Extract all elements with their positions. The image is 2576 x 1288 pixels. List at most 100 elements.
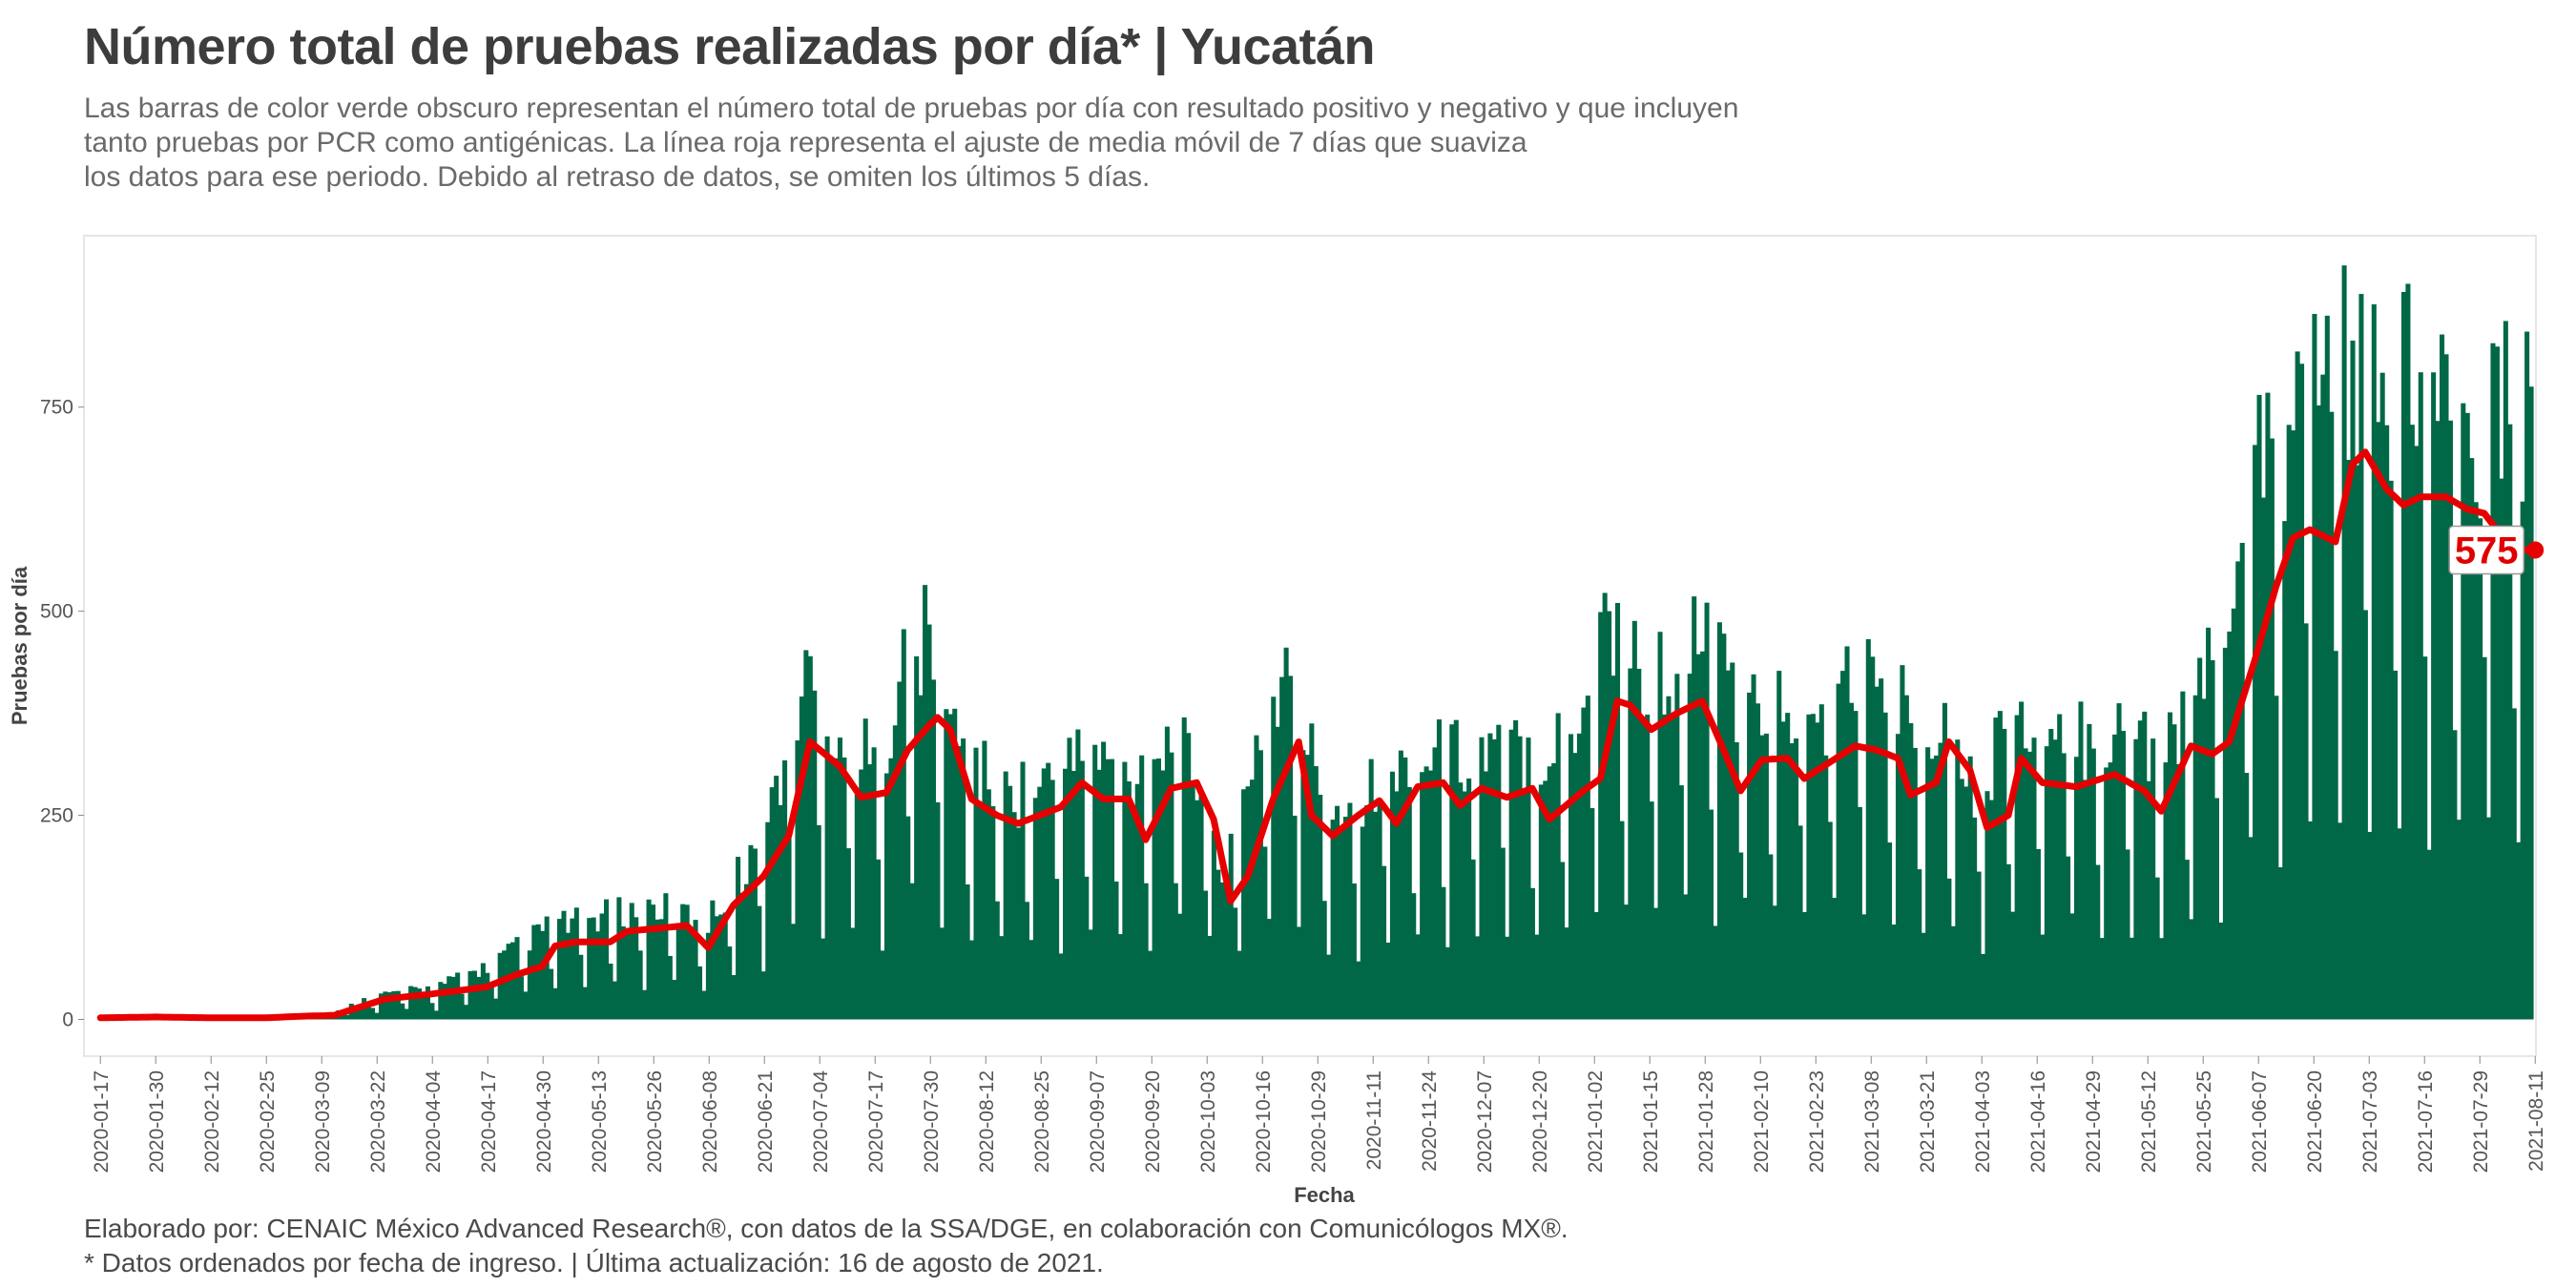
bar bbox=[1505, 936, 1510, 1020]
bar bbox=[1874, 686, 1880, 1020]
bar bbox=[1551, 762, 1557, 1020]
axis-layer: 0 250 500 750 2020-01-17 2020-01-30 2020-02-12… bbox=[40, 397, 2547, 1174]
bar bbox=[1049, 779, 1055, 1020]
bar bbox=[2511, 708, 2517, 1020]
bar bbox=[1882, 712, 1888, 1020]
bar bbox=[1195, 800, 1200, 1020]
bar bbox=[918, 695, 924, 1020]
x-tick-label: 2020-10-16 bbox=[1253, 1070, 1275, 1173]
bar bbox=[969, 940, 975, 1020]
bar bbox=[833, 758, 839, 1020]
bar bbox=[1139, 755, 1145, 1020]
bar bbox=[1967, 756, 1973, 1020]
bar bbox=[1487, 733, 1493, 1020]
bar bbox=[2192, 695, 2198, 1020]
bar bbox=[977, 803, 983, 1020]
bar bbox=[795, 740, 800, 1020]
bar bbox=[1700, 651, 1706, 1020]
bar bbox=[2159, 938, 2165, 1020]
bar bbox=[365, 1001, 371, 1020]
bar bbox=[2507, 424, 2513, 1020]
bar bbox=[1988, 800, 1994, 1020]
bar bbox=[1797, 825, 1803, 1020]
bar bbox=[2218, 922, 2224, 1020]
bar bbox=[1479, 737, 1485, 1020]
bar bbox=[1160, 770, 1166, 1020]
bar bbox=[464, 1005, 469, 1020]
bar bbox=[1411, 893, 1417, 1020]
bar bbox=[2027, 751, 2033, 1020]
bar bbox=[552, 987, 558, 1020]
bar bbox=[1453, 719, 1459, 1020]
bar bbox=[578, 954, 584, 1020]
bar bbox=[1241, 789, 1247, 1020]
bar bbox=[1257, 750, 1263, 1020]
bar bbox=[952, 708, 958, 1020]
bar bbox=[2248, 837, 2254, 1020]
bar bbox=[544, 916, 550, 1020]
bar bbox=[1423, 766, 1429, 1020]
bar bbox=[591, 917, 596, 1020]
bar bbox=[1470, 859, 1476, 1020]
bar bbox=[1895, 734, 1901, 1020]
bar bbox=[1929, 758, 1935, 1020]
bar bbox=[2358, 294, 2364, 1020]
bar bbox=[1063, 768, 1069, 1020]
bar bbox=[1262, 846, 1268, 1020]
bar bbox=[961, 738, 966, 1020]
x-tick-label: 2020-09-20 bbox=[1142, 1070, 1164, 1173]
bar bbox=[1342, 817, 1348, 1020]
bar bbox=[2316, 405, 2321, 1020]
bar bbox=[1313, 766, 1319, 1020]
bar bbox=[1925, 747, 1931, 1020]
y-tick-label: 750 bbox=[40, 397, 73, 419]
bar bbox=[374, 1012, 380, 1020]
bar bbox=[1522, 792, 1527, 1020]
x-tick-label: 2021-01-28 bbox=[1695, 1070, 1717, 1173]
bar bbox=[693, 920, 698, 1020]
x-tick-label: 2021-01-02 bbox=[1585, 1070, 1607, 1173]
bar bbox=[2035, 848, 2041, 1020]
bar bbox=[1857, 806, 1862, 1020]
bar bbox=[1236, 950, 1242, 1020]
bar bbox=[1763, 733, 1769, 1020]
bar bbox=[667, 955, 673, 1020]
bar bbox=[1789, 743, 1795, 1020]
bar bbox=[1181, 717, 1187, 1020]
bar bbox=[2189, 919, 2194, 1020]
bar bbox=[2040, 934, 2046, 1020]
bar bbox=[1623, 904, 1629, 1020]
bar bbox=[1747, 692, 1753, 1020]
x-tick-label: 2020-04-17 bbox=[478, 1070, 500, 1173]
bar bbox=[1568, 734, 1574, 1020]
bar bbox=[502, 950, 508, 1020]
bar bbox=[1832, 898, 1838, 1020]
bar bbox=[1721, 634, 1727, 1020]
bar bbox=[821, 938, 826, 1020]
bar bbox=[2231, 608, 2236, 1020]
bar bbox=[684, 904, 690, 1020]
bar bbox=[612, 981, 617, 1020]
bar bbox=[1942, 702, 1947, 1020]
bar bbox=[417, 988, 423, 1020]
bar bbox=[625, 929, 631, 1020]
bar bbox=[1491, 738, 1497, 1020]
bar bbox=[2469, 458, 2475, 1020]
bar bbox=[2520, 501, 2525, 1020]
bar bbox=[1572, 753, 1578, 1020]
bar bbox=[2456, 820, 2462, 1020]
bar bbox=[1113, 881, 1119, 1020]
bar bbox=[778, 804, 783, 1020]
x-tick-label: 2020-03-09 bbox=[312, 1070, 334, 1173]
bar bbox=[1356, 961, 1361, 1020]
bar bbox=[2414, 446, 2420, 1020]
bar bbox=[850, 927, 856, 1020]
bar bbox=[2388, 480, 2394, 1020]
bar bbox=[1364, 805, 1370, 1020]
bar bbox=[2142, 711, 2148, 1020]
chart-caption: Elaborado por: CENAIC México Advanced Re… bbox=[84, 1212, 1568, 1280]
bar bbox=[739, 892, 745, 1020]
bar bbox=[1155, 758, 1162, 1020]
x-tick-label: 2021-06-20 bbox=[2304, 1070, 2326, 1173]
bar bbox=[1164, 726, 1170, 1020]
